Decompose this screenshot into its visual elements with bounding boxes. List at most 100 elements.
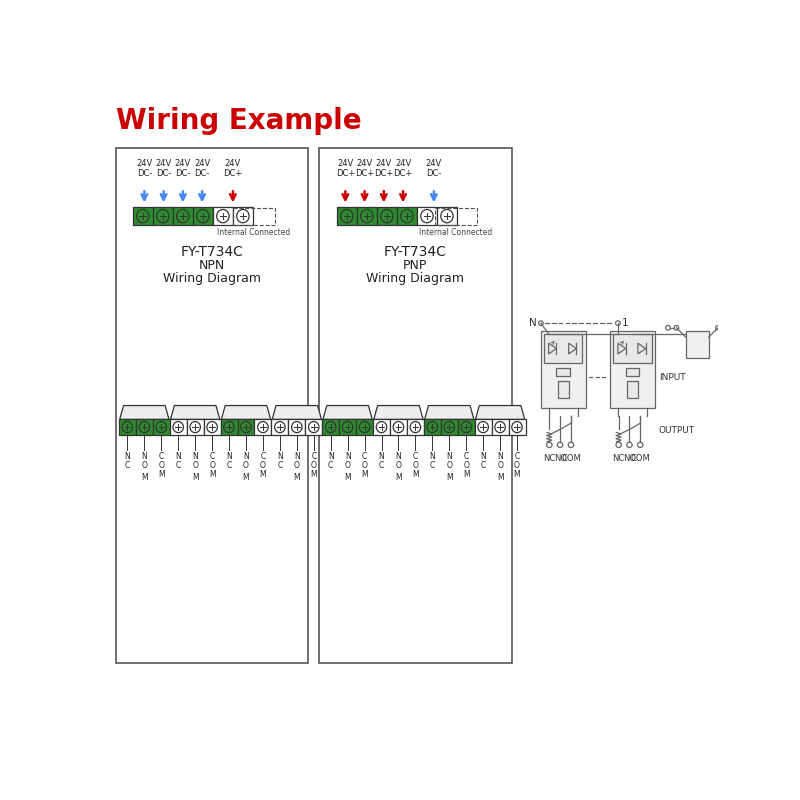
Text: N
C: N C bbox=[328, 452, 334, 470]
Text: 24V
DC+: 24V DC+ bbox=[374, 159, 394, 178]
Polygon shape bbox=[222, 406, 270, 419]
Text: M: M bbox=[294, 474, 300, 482]
Polygon shape bbox=[425, 406, 474, 419]
Bar bbox=[133, 207, 153, 226]
Bar bbox=[626, 368, 639, 375]
Text: C
O
M: C O M bbox=[260, 452, 266, 478]
Bar bbox=[373, 419, 390, 435]
Text: NC: NC bbox=[543, 454, 555, 463]
Bar bbox=[627, 381, 638, 398]
Text: N
C: N C bbox=[430, 452, 435, 470]
Text: Wiring Diagram: Wiring Diagram bbox=[366, 271, 464, 285]
Text: PNP: PNP bbox=[403, 259, 427, 272]
Polygon shape bbox=[475, 406, 525, 419]
Bar bbox=[221, 419, 238, 435]
Bar bbox=[213, 207, 233, 226]
Text: N
O: N O bbox=[142, 452, 147, 470]
Text: N
O: N O bbox=[345, 452, 350, 470]
Bar bbox=[254, 419, 271, 435]
Bar bbox=[322, 419, 339, 435]
Bar bbox=[170, 419, 186, 435]
Bar bbox=[153, 207, 173, 226]
Text: M: M bbox=[497, 474, 503, 482]
Text: N
O: N O bbox=[192, 452, 198, 470]
Bar bbox=[186, 419, 204, 435]
Bar bbox=[610, 331, 655, 408]
Text: C
O
M: C O M bbox=[362, 452, 368, 478]
Text: 24V
DC+: 24V DC+ bbox=[336, 159, 355, 178]
Text: NO: NO bbox=[554, 454, 566, 463]
Text: FY-T734C: FY-T734C bbox=[384, 246, 447, 259]
Text: 1: 1 bbox=[622, 318, 628, 328]
Polygon shape bbox=[374, 406, 423, 419]
Text: Internal Connected: Internal Connected bbox=[218, 228, 290, 237]
Text: N
C: N C bbox=[226, 452, 232, 470]
Text: M: M bbox=[395, 474, 402, 482]
Bar bbox=[492, 419, 509, 435]
Polygon shape bbox=[120, 406, 169, 419]
Bar bbox=[306, 419, 322, 435]
Bar bbox=[233, 208, 275, 225]
Text: M: M bbox=[344, 474, 351, 482]
Text: 24V
DC-: 24V DC- bbox=[194, 159, 210, 178]
Text: N
C: N C bbox=[175, 452, 181, 470]
Text: M: M bbox=[141, 474, 148, 482]
Text: NPN: NPN bbox=[199, 259, 226, 272]
Bar bbox=[544, 334, 582, 363]
Text: N
C: N C bbox=[277, 452, 282, 470]
Bar bbox=[558, 381, 569, 398]
Text: OUTPUT: OUTPUT bbox=[658, 426, 695, 435]
Text: M: M bbox=[242, 474, 250, 482]
Bar bbox=[337, 207, 357, 226]
Text: NC: NC bbox=[613, 454, 625, 463]
Polygon shape bbox=[170, 406, 220, 419]
Bar bbox=[136, 419, 153, 435]
Bar bbox=[153, 419, 170, 435]
Text: C
O
M: C O M bbox=[310, 452, 317, 478]
Text: N
C: N C bbox=[125, 452, 130, 470]
Text: N
O: N O bbox=[446, 452, 452, 470]
Bar bbox=[390, 419, 407, 435]
Bar bbox=[474, 419, 492, 435]
Bar bbox=[271, 419, 288, 435]
Text: 24V
DC-: 24V DC- bbox=[136, 159, 153, 178]
Text: N
O: N O bbox=[395, 452, 402, 470]
Bar bbox=[319, 148, 512, 662]
Bar bbox=[204, 419, 221, 435]
Bar bbox=[356, 419, 373, 435]
Bar bbox=[424, 419, 441, 435]
Text: Wiring Diagram: Wiring Diagram bbox=[163, 271, 261, 285]
Text: M: M bbox=[192, 474, 198, 482]
Polygon shape bbox=[323, 406, 372, 419]
Text: N
C: N C bbox=[480, 452, 486, 470]
Text: N: N bbox=[529, 318, 536, 328]
Bar bbox=[437, 207, 457, 226]
Bar bbox=[116, 148, 308, 662]
Text: C
O
M: C O M bbox=[209, 452, 215, 478]
Bar bbox=[686, 331, 709, 358]
Bar bbox=[173, 207, 193, 226]
Bar bbox=[458, 419, 474, 435]
Text: COM: COM bbox=[630, 454, 650, 463]
Bar bbox=[357, 207, 377, 226]
Bar bbox=[233, 207, 253, 226]
Text: Wiring Example: Wiring Example bbox=[116, 106, 362, 134]
Bar bbox=[556, 368, 570, 375]
Text: 24V
DC-: 24V DC- bbox=[174, 159, 191, 178]
Bar bbox=[119, 419, 136, 435]
Text: C
O
M: C O M bbox=[514, 452, 520, 478]
Bar bbox=[339, 419, 356, 435]
Polygon shape bbox=[272, 406, 322, 419]
Bar bbox=[614, 334, 652, 363]
Text: N
O: N O bbox=[294, 452, 300, 470]
Text: 24V
DC-: 24V DC- bbox=[426, 159, 442, 178]
Text: 24V
DC+: 24V DC+ bbox=[355, 159, 374, 178]
Text: M: M bbox=[446, 474, 453, 482]
Bar bbox=[441, 419, 458, 435]
Bar bbox=[509, 419, 526, 435]
Bar bbox=[407, 419, 424, 435]
Text: 24V
DC+: 24V DC+ bbox=[394, 159, 413, 178]
Text: C
O
M: C O M bbox=[412, 452, 418, 478]
Bar bbox=[377, 207, 397, 226]
Bar bbox=[288, 419, 306, 435]
